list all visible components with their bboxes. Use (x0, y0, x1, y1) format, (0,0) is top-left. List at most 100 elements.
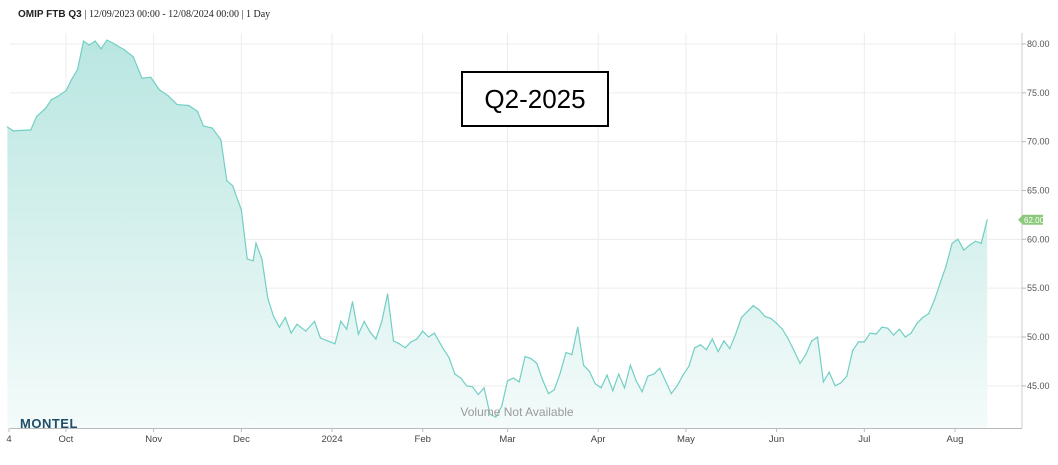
data-point (36, 115, 38, 117)
data-point (416, 338, 418, 340)
y-tick-label: 65.00 (1027, 186, 1050, 196)
y-tick-label: 50.00 (1027, 332, 1050, 342)
price-area-fill (7, 40, 988, 428)
data-point (30, 129, 32, 131)
data-point (211, 127, 213, 129)
y-tick-label: 70.00 (1027, 137, 1050, 147)
data-point (44, 107, 47, 110)
data-point (933, 299, 936, 301)
data-point (454, 373, 456, 375)
data-point (261, 258, 263, 260)
data-point (740, 316, 743, 319)
x-tick-label: 4 (6, 434, 11, 445)
data-point (547, 393, 550, 395)
x-axis: 4 Oct Nov Dec 2024 Feb Mar Apr May Jun Jul Aug (6, 428, 1022, 445)
data-point (588, 370, 591, 372)
data-point (664, 380, 667, 382)
x-tick-label: Aug (947, 434, 964, 445)
data-point (635, 380, 637, 382)
data-point (319, 337, 321, 339)
y-tick-label: 45.00 (1027, 381, 1050, 391)
data-point (100, 48, 102, 50)
x-tick-label: Nov (145, 434, 162, 445)
data-point (284, 316, 286, 319)
data-point (904, 336, 906, 338)
data-point (196, 110, 199, 112)
data-point (887, 327, 889, 329)
data-point (571, 354, 573, 356)
data-point (805, 354, 807, 356)
data-point (816, 336, 819, 338)
data-point (77, 68, 79, 70)
y-tick-label: 55.00 (1027, 283, 1050, 293)
last-value-label: 62.00 (1024, 216, 1045, 225)
data-point (313, 320, 316, 322)
data-point (202, 125, 204, 127)
instrument-symbol: OMIP FTB Q3 (18, 9, 82, 20)
data-point (676, 385, 678, 387)
data-point (641, 391, 643, 393)
data-point (357, 333, 359, 335)
data-point (88, 44, 90, 46)
data-point (653, 373, 655, 375)
data-point (776, 322, 778, 324)
y-axis: 80.00 75.00 70.00 65.00 60.00 55.00 50.00 45.00 (1021, 33, 1050, 428)
data-point (869, 332, 871, 334)
x-tick-label: Mar (499, 434, 515, 445)
data-point (530, 357, 532, 360)
data-point (375, 338, 377, 340)
data-point (793, 350, 795, 352)
data-point (220, 139, 222, 141)
data-point (828, 371, 830, 373)
data-point (770, 317, 772, 319)
data-points (6, 39, 988, 418)
data-point (898, 328, 901, 330)
y-tick-label: 60.00 (1027, 234, 1050, 244)
data-point (296, 323, 298, 325)
data-point (840, 382, 842, 384)
data-point (112, 42, 114, 44)
data-point (834, 385, 836, 387)
data-point (483, 387, 485, 389)
data-point (986, 219, 988, 221)
chart-header: OMIP FTB Q3 | 12/09/2023 00:00 - 12/08/2… (18, 9, 270, 20)
data-point (524, 355, 526, 358)
data-point (553, 389, 555, 391)
data-point (670, 393, 672, 395)
data-point (176, 104, 178, 106)
x-tick-label: Oct (59, 434, 74, 445)
data-point (957, 238, 959, 240)
data-point (811, 340, 813, 342)
data-point (466, 385, 468, 387)
data-point (232, 185, 234, 187)
data-point (583, 364, 585, 366)
data-point (705, 349, 708, 351)
data-point (495, 416, 497, 418)
data-point (623, 387, 626, 389)
x-tick-label: May (677, 434, 695, 445)
data-point (252, 260, 254, 262)
data-point (471, 386, 473, 388)
data-point (82, 40, 85, 42)
data-point (928, 313, 930, 315)
x-tick-label: Jun (769, 434, 784, 445)
data-point (565, 352, 567, 354)
data-point (381, 320, 383, 322)
data-point (6, 126, 8, 128)
data-point (910, 332, 912, 334)
data-point (606, 374, 608, 376)
data-point (278, 326, 280, 328)
data-point (433, 332, 435, 334)
data-point (618, 373, 620, 375)
data-point (717, 351, 719, 353)
data-point (922, 316, 924, 319)
data-point (305, 330, 307, 332)
data-point (863, 341, 865, 343)
data-point (501, 405, 503, 407)
data-point (969, 244, 971, 246)
data-point (255, 242, 257, 244)
data-point (787, 338, 789, 340)
data-point (106, 39, 108, 41)
data-point (267, 297, 269, 299)
